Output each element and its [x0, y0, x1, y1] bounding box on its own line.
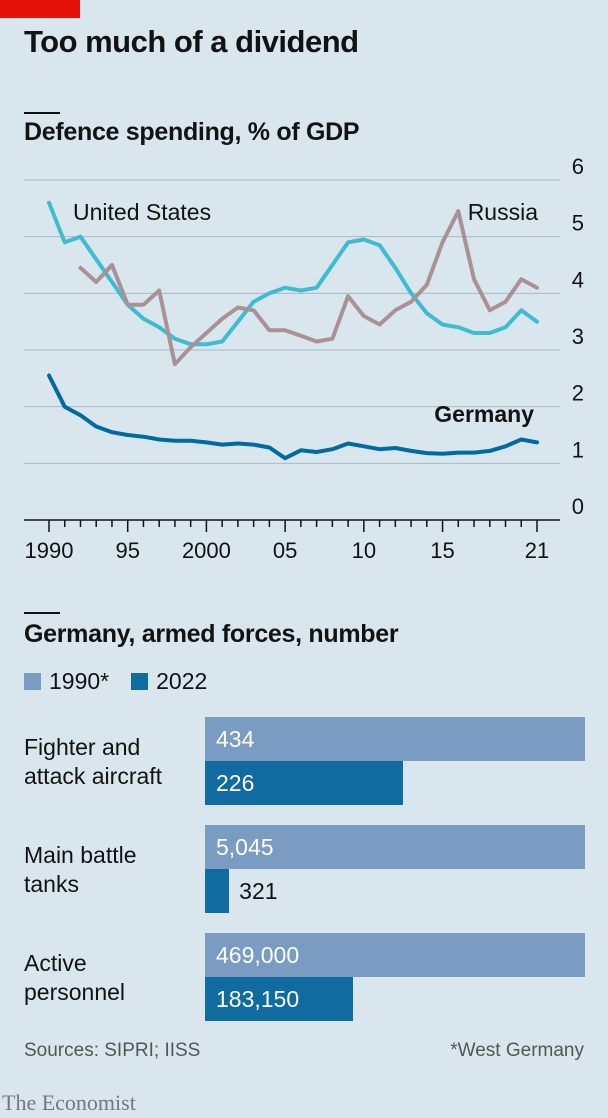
x-tick-label: 1990	[25, 538, 74, 563]
bar-value-label: 321	[239, 878, 278, 904]
y-tick-label: 0	[572, 494, 584, 519]
series-line-germany	[47, 373, 539, 461]
category-label-line: Main battle	[24, 842, 137, 868]
section-rule	[24, 612, 60, 614]
x-tick-label: 21	[525, 538, 549, 563]
y-tick-label: 1	[572, 437, 584, 462]
x-tick-label: 05	[273, 538, 297, 563]
brand-tag	[0, 0, 80, 18]
x-tick-label: 10	[352, 538, 376, 563]
bar-legend: 1990* 2022	[24, 668, 229, 695]
bar-chart-title: Germany, armed forces, number	[24, 620, 399, 648]
legend-label-2022: 2022	[156, 668, 208, 694]
category-label: Active personnel	[24, 949, 125, 1007]
x-tick-label: 95	[115, 538, 139, 563]
legend-item-2022: 2022	[131, 668, 207, 695]
sources-note: Sources: SIPRI; IISS	[24, 1040, 201, 1061]
bar-value-label: 183,150	[216, 986, 300, 1012]
y-tick-label: 3	[572, 324, 584, 349]
x-tick-label: 15	[430, 538, 454, 563]
legend-swatch-1990	[24, 673, 41, 690]
series-label-germany: Germany	[434, 401, 534, 427]
bar-1990	[205, 825, 585, 869]
bar-1990	[205, 933, 585, 977]
y-tick-label: 4	[572, 267, 584, 292]
bar-value-label: 5,045	[216, 834, 274, 860]
series-line-russia	[78, 209, 539, 367]
line-chart-title: Defence spending, % of GDP	[24, 118, 360, 146]
chart-title: Too much of a dividend	[24, 24, 359, 59]
category-label-line: tanks	[24, 871, 79, 897]
bar-2022	[205, 869, 230, 913]
x-tick-label: 2000	[182, 538, 231, 563]
series-label-united-states: United States	[73, 199, 211, 225]
legend-item-1990: 1990*	[24, 668, 109, 695]
category-label-line: attack aircraft	[24, 763, 163, 789]
category-label-line: personnel	[24, 979, 126, 1005]
bar-value-label: 226	[216, 770, 255, 796]
y-tick-label: 2	[572, 381, 584, 406]
section-rule	[24, 112, 60, 114]
bar-2022	[205, 761, 403, 805]
category-label-line: Active	[24, 950, 87, 976]
bar-1990	[205, 717, 585, 761]
y-tick-label: 5	[572, 211, 584, 236]
category-label-line: Fighter and	[24, 734, 141, 760]
series-label-russia: Russia	[468, 199, 539, 225]
y-tick-label: 6	[572, 154, 584, 179]
category-label: Main battle tanks	[24, 841, 137, 899]
bar-value-label: 469,000	[216, 942, 300, 968]
category-label: Fighter and attack aircraft	[24, 733, 162, 791]
bar-value-label: 434	[216, 726, 255, 752]
brand-wordmark: The Economist	[2, 1090, 136, 1115]
series-line-united-states	[47, 200, 539, 347]
legend-swatch-2022	[131, 673, 149, 690]
line-chart: 0 1 2 3 4 5 6 1990 95 2000 05 10 15 21 United States Ru…	[24, 154, 584, 563]
legend-label-1990: 1990*	[49, 668, 110, 694]
footnote: *West Germany	[450, 1040, 584, 1061]
bar-2022	[205, 977, 354, 1021]
chart-panel	[0, 0, 608, 1088]
